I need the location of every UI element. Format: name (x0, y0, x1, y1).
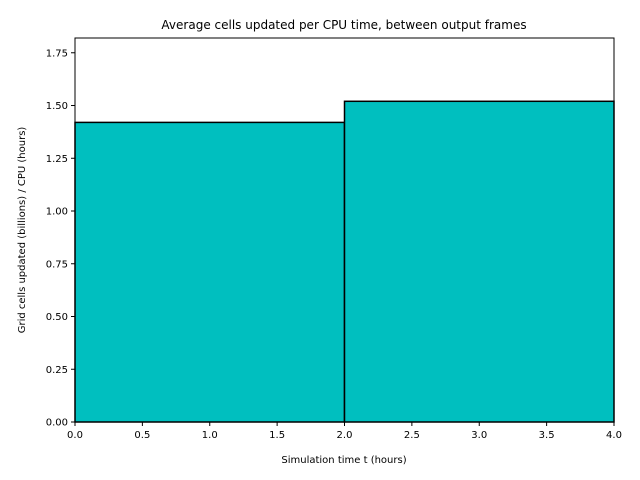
y-axis-label: Grid cells updated (billions) / CPU (hou… (17, 127, 28, 334)
x-tick-label: 3.5 (539, 430, 555, 441)
bar-1 (343, 100, 615, 423)
x-tick-label: 4.0 (606, 430, 622, 441)
y-tick-label: 0.00 (46, 418, 68, 429)
bar-0 (74, 121, 346, 423)
x-tick-label: 2.0 (337, 430, 353, 441)
y-tick-label: 0.25 (46, 365, 68, 376)
x-tick-label: 1.0 (202, 430, 218, 441)
chart-title: Average cells updated per CPU time, betw… (161, 18, 526, 32)
y-tick-label: 1.00 (46, 207, 68, 218)
bars-group (74, 100, 615, 423)
plot-frame (74, 37, 615, 423)
x-tick-label: 0.5 (134, 430, 150, 441)
x-ticks: 0.0 0.5 1.0 1.5 2.0 2.5 3.0 3.5 4.0 (67, 422, 622, 441)
x-axis-label: Simulation time t (hours) (281, 455, 406, 466)
y-tick-label: 1.50 (46, 101, 68, 112)
y-tick-label: 1.25 (46, 154, 68, 165)
y-tick-label: 0.75 (46, 259, 68, 270)
y-tick-label: 0.50 (46, 312, 68, 323)
x-tick-label: 0.0 (67, 430, 83, 441)
x-tick-label: 3.0 (471, 430, 487, 441)
y-ticks: 0.00 0.25 0.50 0.75 1.00 1.25 1.50 1.75 (46, 48, 75, 429)
y-tick-label: 1.75 (46, 48, 68, 59)
x-tick-label: 1.5 (269, 430, 285, 441)
x-tick-label: 2.5 (404, 430, 420, 441)
